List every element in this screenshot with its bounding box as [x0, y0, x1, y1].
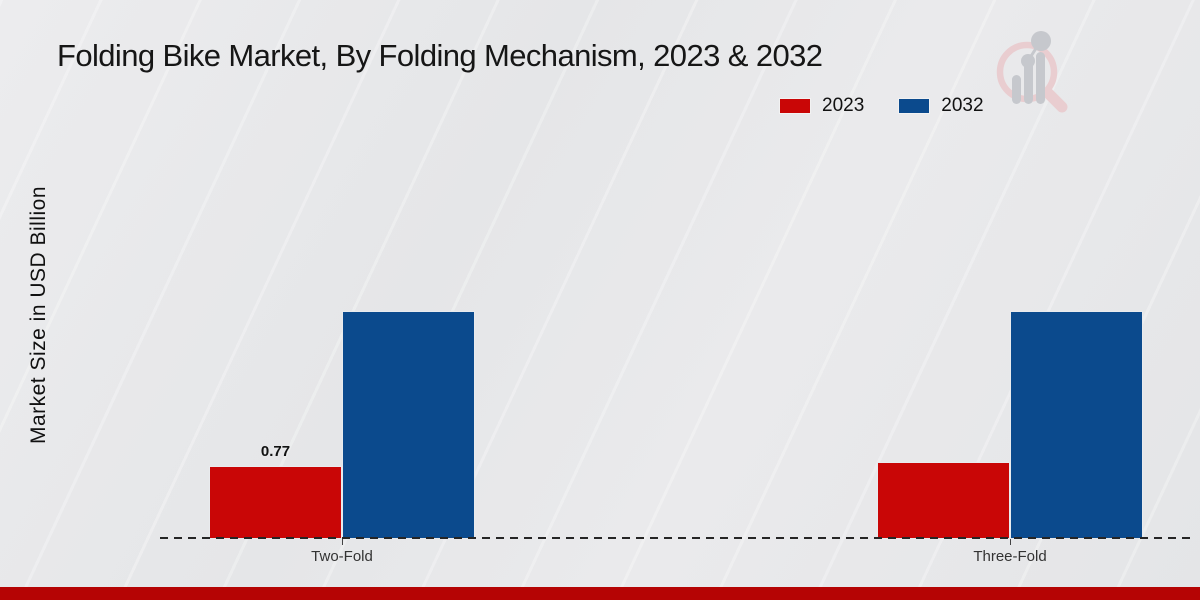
bar-2032-two-fold — [342, 311, 475, 538]
legend-item-2032: 2032 — [898, 95, 984, 117]
legend-label: 2023 — [822, 95, 865, 116]
bar-2023-two-fold — [209, 466, 342, 538]
chart-title: Folding Bike Market, By Folding Mechanis… — [57, 38, 823, 73]
bar-value-label: 0.77 — [260, 443, 291, 460]
x-axis-tick — [342, 539, 343, 545]
market-research-magnifier-chart-logo-icon — [996, 31, 1068, 113]
legend-swatch-2023 — [779, 98, 811, 114]
x-axis-category-label: Three-Fold — [973, 548, 1047, 565]
legend: 2023 2032 — [779, 95, 984, 117]
bar-2032-three-fold — [1010, 311, 1143, 538]
legend-item-2023: 2023 — [779, 95, 864, 117]
bar-2023-three-fold — [877, 462, 1010, 538]
bar-trend-icon — [1012, 31, 1051, 104]
x-axis-category-label: Two-Fold — [311, 548, 373, 565]
x-axis-line — [160, 537, 1192, 539]
legend-swatch-2032 — [898, 98, 931, 114]
legend-label: 2032 — [941, 95, 984, 116]
x-axis-tick — [1010, 539, 1011, 545]
footer-accent-bar — [0, 587, 1200, 600]
